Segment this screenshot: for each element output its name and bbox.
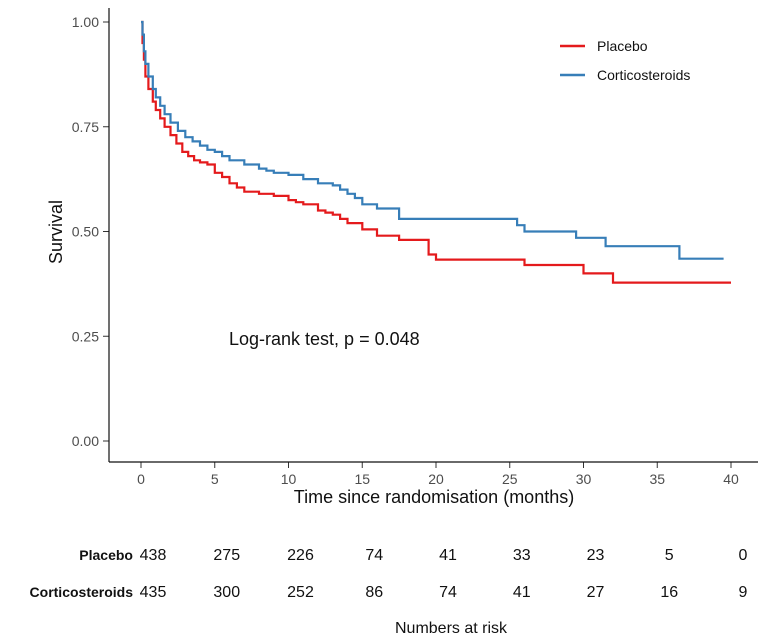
risk-value: 41: [513, 584, 531, 601]
y-tick-label: 0.75: [72, 119, 99, 135]
risk-value: 33: [513, 547, 531, 564]
x-tick-label: 0: [137, 471, 145, 487]
x-tick-label: 15: [354, 471, 370, 487]
y-axis-title: Survival: [46, 200, 66, 264]
y-tick-label: 1.00: [72, 14, 99, 30]
risk-row-label-corticosteroids: Corticosteroids: [30, 584, 134, 600]
risk-value: 41: [439, 547, 457, 564]
legend-label-placebo: Placebo: [597, 38, 648, 54]
legend-label-corticosteroids: Corticosteroids: [597, 67, 690, 83]
x-tick-label: 30: [576, 471, 592, 487]
risk-value: 23: [587, 547, 605, 564]
risk-values: 438 275 226 74 41 33 23 5 0 435 300 252 86 74 41 27 16 9: [140, 547, 748, 601]
x-tick-label: 25: [502, 471, 518, 487]
risk-value: 300: [213, 584, 240, 601]
x-tick-label: 20: [428, 471, 444, 487]
x-axis-title: Time since randomisation (months): [294, 487, 574, 507]
x-tick-label: 5: [211, 471, 219, 487]
risk-value: 226: [287, 547, 314, 564]
log-rank-annotation: Log-rank test, p = 0.048: [229, 329, 420, 349]
survival-curve-placebo: [141, 20, 731, 284]
risk-value: 252: [287, 584, 314, 601]
x-tick-label: 10: [281, 471, 297, 487]
risk-row-label-placebo: Placebo: [79, 547, 133, 563]
y-tick-label: 0.00: [72, 433, 99, 449]
risk-value: 435: [140, 584, 167, 601]
y-tick-label: 0.25: [72, 328, 99, 344]
risk-value: 27: [587, 584, 605, 601]
x-tick-label: 35: [649, 471, 665, 487]
x-tick-label: 40: [723, 471, 739, 487]
risk-value: 74: [439, 584, 457, 601]
legend: Placebo Corticosteroids: [560, 38, 690, 83]
risk-value: 275: [213, 547, 240, 564]
survival-curves: [141, 20, 731, 284]
risk-value: 5: [665, 547, 674, 564]
risk-value: 9: [739, 584, 748, 601]
x-axis-ticks: 0 5 10 15 20 25 30 35 40: [137, 462, 739, 487]
risk-value: 0: [739, 547, 748, 564]
risk-table-title: Numbers at risk: [395, 620, 508, 637]
risk-value: 86: [365, 584, 383, 601]
numbers-at-risk-table: Placebo Corticosteroids 438 275 226 74 41 33 2…: [30, 547, 748, 637]
risk-value: 16: [660, 584, 678, 601]
y-axis-ticks: 0.00 0.25 0.50 0.75 1.00: [72, 14, 109, 449]
survival-curve-corticosteroids: [141, 20, 724, 260]
risk-value: 438: [140, 547, 167, 564]
y-tick-label: 0.50: [72, 224, 99, 240]
risk-value: 74: [365, 547, 383, 564]
